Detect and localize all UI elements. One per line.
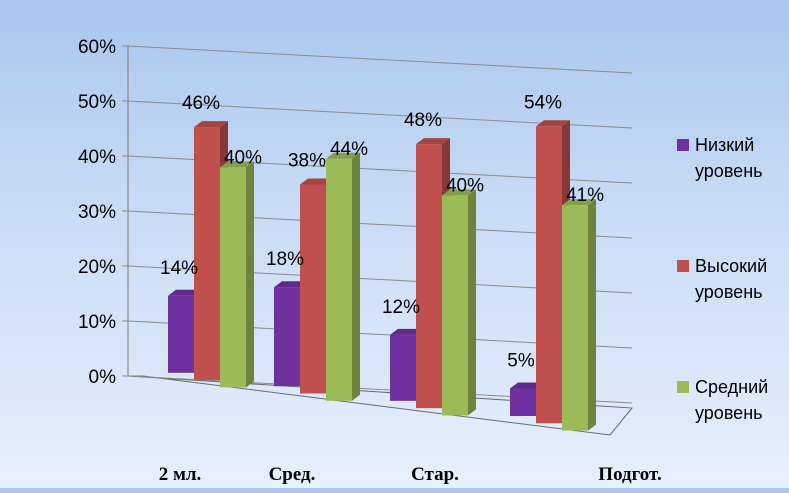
bar-top (220, 161, 254, 168)
bar-front (416, 144, 442, 409)
data-label: 40% (446, 175, 484, 196)
data-label: 12% (382, 297, 420, 318)
data-label: 5% (507, 351, 535, 372)
data-label: 54% (524, 92, 562, 113)
y-tick-label: 50% (78, 92, 116, 113)
y-tick-label: 30% (78, 202, 116, 223)
bar-front (300, 184, 326, 394)
bar-front (442, 195, 468, 416)
y-tick-label: 40% (78, 147, 116, 168)
legend-item: Средний уровень (677, 377, 768, 423)
bar-top (326, 152, 360, 159)
y-tick-label: 20% (78, 257, 116, 278)
bar-front (220, 167, 246, 388)
bar-side (468, 189, 476, 416)
category-label: 2 мл. (159, 464, 202, 485)
legend-swatch (677, 260, 689, 272)
legend-label: Высокий (695, 256, 767, 276)
bar-top (168, 289, 202, 296)
bar (442, 189, 476, 416)
bar-front (390, 334, 416, 401)
y-tick-label: 10% (78, 312, 116, 333)
bar-top (442, 189, 476, 196)
bar-front (194, 127, 220, 381)
bar-top (390, 328, 424, 335)
bar-side (588, 199, 596, 431)
legend-swatch (677, 139, 689, 151)
bar-front (326, 158, 352, 401)
y-tick-label: 0% (89, 367, 117, 388)
legend-label: уровень (695, 282, 763, 302)
category-label: Подгот. (598, 464, 661, 485)
data-label: 40% (224, 147, 262, 168)
bar-top (274, 281, 308, 288)
bar-top (194, 121, 228, 128)
legend-label: Низкий (695, 135, 754, 155)
bar-top (510, 382, 544, 389)
bar-top (300, 178, 334, 185)
bar-front (536, 126, 562, 424)
bar-top (536, 120, 570, 127)
bar (220, 161, 254, 388)
bar-top (562, 199, 596, 206)
legend-swatch (677, 381, 689, 393)
bar-side (246, 161, 254, 388)
bar (562, 199, 596, 431)
bar-front (168, 295, 194, 373)
data-label: 14% (160, 258, 198, 279)
bar-front (562, 205, 588, 431)
bar-side (352, 152, 360, 401)
bar-top (416, 138, 450, 145)
y-tick-label: 60% (78, 37, 116, 58)
legend-label: уровень (695, 161, 763, 181)
data-label: 18% (266, 249, 304, 270)
bar (326, 152, 360, 401)
category-label: Стар. (411, 464, 459, 485)
legend-label: уровень (695, 403, 763, 423)
data-label: 48% (404, 110, 442, 131)
legend-item: Высокий уровень (677, 256, 767, 302)
data-label: 41% (566, 185, 604, 206)
data-label: 44% (330, 139, 368, 160)
legend-label: Средний (695, 377, 768, 397)
data-label: 46% (182, 93, 220, 114)
gridline (127, 45, 633, 74)
bar-front (510, 388, 536, 417)
bar-front (274, 287, 300, 387)
legend-item: Низкий уровень (677, 135, 763, 181)
data-label: 38% (288, 150, 326, 171)
category-label: Сред. (269, 464, 316, 485)
